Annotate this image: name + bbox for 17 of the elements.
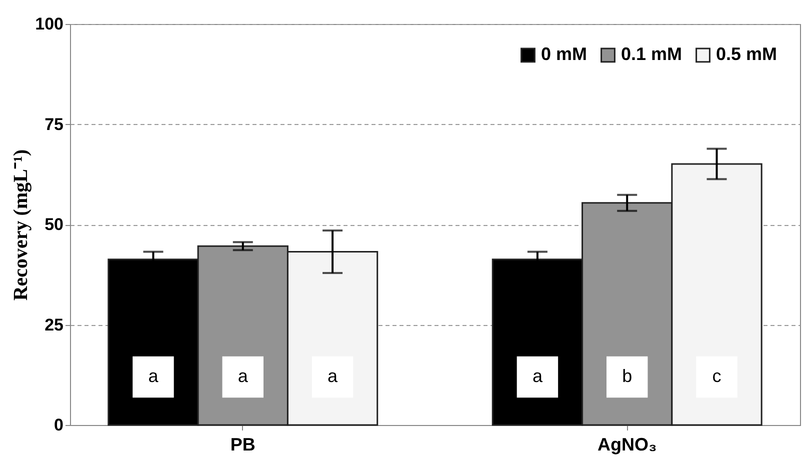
legend-label: 0 mM [541, 44, 588, 64]
y-tick-label: 75 [44, 114, 64, 134]
annotation: a [238, 366, 249, 386]
annotation: a [148, 366, 160, 386]
x-tick-label: AgNO₃ [597, 434, 657, 454]
y-axis-title: Recovery (mgL⁻¹) [10, 149, 32, 301]
legend-label: 0.5 mM [716, 44, 778, 64]
y-tick-label: 50 [44, 215, 64, 234]
y-tick-label: 100 [35, 14, 64, 34]
y-tick-label: 25 [44, 315, 64, 334]
annotation: a [532, 366, 544, 386]
legend-label: 0.1 mM [621, 44, 682, 64]
annotation: a [328, 366, 339, 386]
annotation: b [622, 366, 632, 386]
annotation: c [712, 366, 722, 386]
x-tick-label: PB [230, 434, 256, 454]
y-tick-label: 0 [54, 416, 64, 434]
